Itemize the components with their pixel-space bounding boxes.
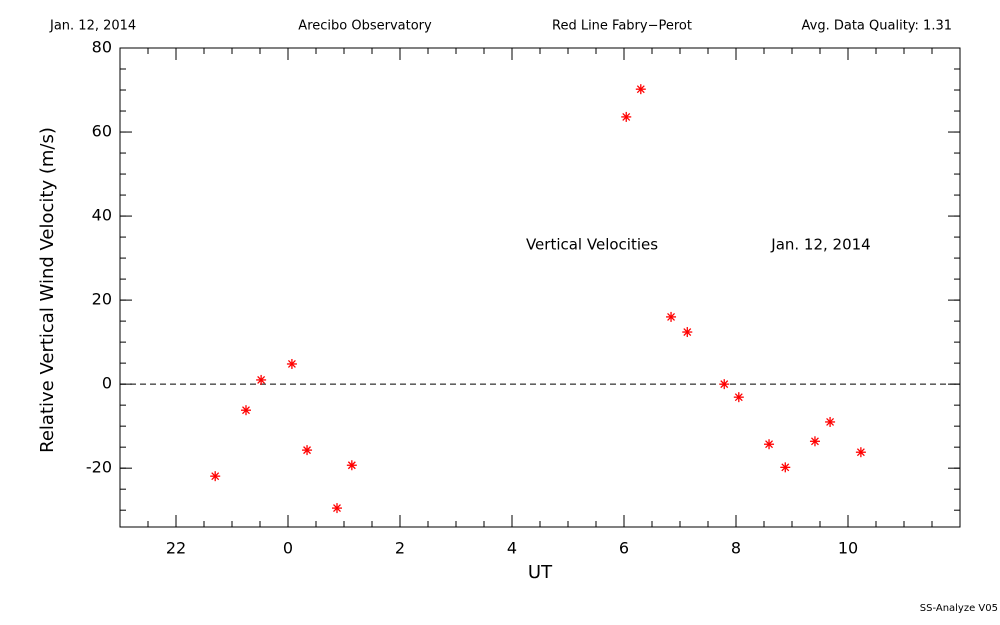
point (210, 471, 221, 482)
x-axis-label: UT (528, 562, 553, 583)
y-tick-label: 20 (92, 290, 112, 309)
x-tick-label: 0 (283, 539, 293, 558)
annotation: Vertical Velocities (526, 236, 658, 254)
point (302, 445, 313, 456)
x-tick-label: 2 (395, 539, 405, 558)
header-instrument: Red Line Fabry−Perot (552, 19, 692, 34)
point (825, 416, 836, 427)
point (809, 436, 820, 447)
point (346, 460, 357, 471)
header-date: Jan. 12, 2014 (49, 19, 136, 34)
point (332, 503, 342, 514)
point (286, 358, 297, 369)
x-tick-label: 10 (838, 539, 858, 558)
point (621, 111, 632, 122)
point (666, 311, 677, 322)
header-quality: Avg. Data Quality: 1.31 (802, 19, 952, 34)
plot-frame (119, 47, 961, 528)
point (256, 374, 267, 385)
point (241, 405, 251, 416)
point (764, 439, 775, 450)
point (855, 447, 866, 458)
point (719, 379, 730, 390)
y-axis-label: Relative Vertical Wind Velocity (m/s) (37, 127, 58, 453)
point (733, 392, 744, 403)
annotation: Jan. 12, 2014 (770, 236, 870, 254)
y-tick-label: 60 (92, 122, 112, 141)
point (780, 462, 791, 473)
y-tick-label: 40 (92, 206, 112, 225)
point (635, 84, 646, 95)
point (682, 327, 693, 338)
y-tick-label: 80 (92, 38, 112, 57)
x-tick-label: 4 (507, 539, 517, 558)
header-site: Arecibo Observatory (298, 19, 432, 34)
x-tick-label: 22 (166, 539, 186, 558)
x-tick-label: 8 (731, 539, 741, 558)
footer: SS-Analyze V05 (920, 603, 998, 614)
y-tick-label: -20 (86, 458, 112, 477)
x-tick-label: 6 (619, 539, 629, 558)
y-tick-label: 0 (102, 374, 112, 393)
